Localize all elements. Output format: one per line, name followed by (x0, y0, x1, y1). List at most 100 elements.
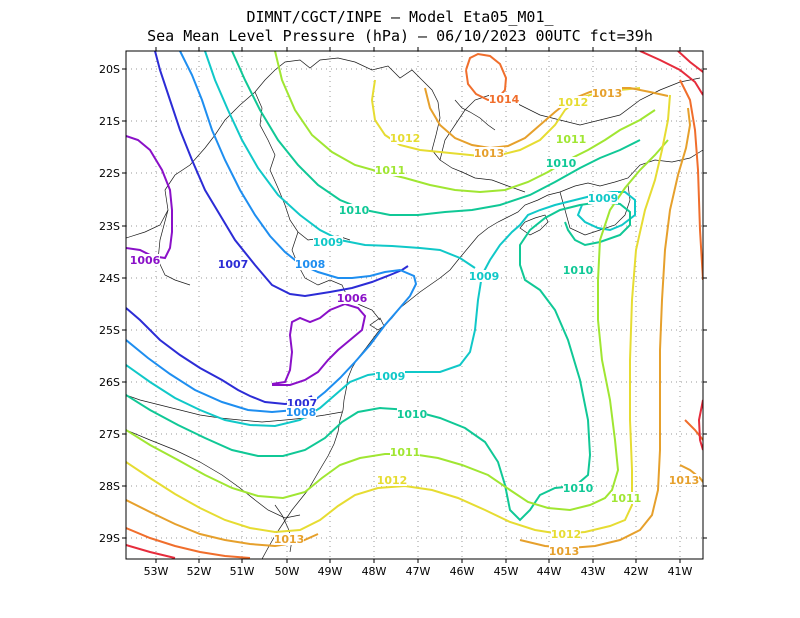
isobar (271, 302, 367, 386)
isobar (126, 200, 631, 522)
contour-label: 1008 (295, 258, 326, 271)
contour-label-bg (339, 204, 369, 216)
isobar (465, 52, 508, 102)
contour-label: 1011 (390, 446, 421, 459)
lon-label: 47W (406, 565, 431, 578)
contour-label: 1013 (669, 474, 700, 487)
contour-label: 1013 (592, 87, 623, 100)
lon-label: 49W (318, 565, 343, 578)
contour-label: 1011 (611, 492, 642, 505)
lon-label: 50W (275, 565, 300, 578)
isobar (126, 94, 671, 536)
contour-label: 1010 (397, 408, 428, 421)
contour-label: 1009 (469, 270, 500, 283)
contour-label-bg (489, 93, 519, 105)
isobar (126, 527, 251, 559)
contour-label-bg (397, 408, 427, 420)
map-title: DIMNT/CGCT/INPE – Model Eta05_M01_ (246, 8, 554, 26)
lat-label: 21S (99, 115, 120, 128)
contour-label-bg (390, 446, 420, 458)
contour-label: 1008 (286, 406, 317, 419)
contour-label-bg (669, 474, 699, 486)
contour-label: 1009 (375, 370, 406, 383)
contour-label-bg (375, 370, 405, 382)
contour-label-bg (474, 147, 504, 159)
contour-label-bg (469, 270, 499, 282)
contour-label-bg (556, 133, 586, 145)
contour-label-bg (375, 164, 405, 176)
lon-label: 53W (144, 565, 169, 578)
coastline (261, 149, 703, 559)
lon-label: 42W (624, 565, 649, 578)
lat-label: 27S (99, 428, 120, 441)
contour-label: 1013 (474, 147, 505, 160)
map-subtitle: Sea Mean Level Pressure (hPa) – 06/10/20… (147, 27, 653, 45)
contour-label-bg (592, 87, 622, 99)
lon-label: 52W (187, 565, 212, 578)
lon-label: 43W (581, 565, 606, 578)
isobar (204, 51, 476, 269)
contour-label: 1011 (375, 164, 406, 177)
state-border (439, 77, 701, 161)
bay (519, 214, 549, 236)
contour-label: 1012 (390, 132, 421, 145)
lat-label: 26S (99, 376, 120, 389)
contour-label: 1014 (489, 93, 520, 106)
contour-label-bg (549, 545, 579, 557)
contour-label-bg (218, 258, 248, 270)
state-border (126, 429, 301, 519)
contour-label: 1009 (588, 192, 619, 205)
contour-label: 1009 (313, 236, 344, 249)
contour-label: 1012 (377, 474, 408, 487)
contour-label-bg (130, 254, 160, 266)
lat-label: 29S (99, 532, 120, 545)
lat-label: 22S (99, 167, 120, 180)
state-border (157, 209, 191, 286)
contour-label: 1010 (563, 264, 594, 277)
contour-label-bg (390, 132, 420, 144)
isobar (126, 544, 176, 559)
isobar (126, 191, 636, 428)
contour-label-bg (551, 528, 581, 540)
contour-label: 1006 (337, 292, 368, 305)
lat-label: 20S (99, 63, 120, 76)
contour-label-bg (286, 406, 316, 418)
lat-label: 24S (99, 272, 120, 285)
contour-label: 1007 (218, 258, 249, 271)
contour-labels: 1006100610071007100810081009100910091009… (130, 87, 700, 558)
isobar (231, 51, 641, 216)
contour-label-bg (313, 236, 343, 248)
lon-label: 48W (362, 565, 387, 578)
lon-label: 41W (668, 565, 693, 578)
axis-ticks (122, 47, 707, 563)
state-border (559, 184, 631, 236)
contour-label: 1010 (546, 157, 577, 170)
contour-label-bg (337, 292, 367, 304)
contour-label: 1010 (339, 204, 370, 217)
isobar (126, 51, 418, 414)
contour-label: 1013 (549, 545, 580, 558)
contour-label-bg (377, 474, 407, 486)
isobar (677, 51, 703, 73)
isobar (126, 139, 669, 512)
lon-label: 45W (494, 565, 519, 578)
reservoir (454, 99, 496, 131)
contour-label: 1006 (130, 254, 161, 267)
contour-label: 1013 (274, 533, 305, 546)
contour-label-bg (295, 258, 325, 270)
isobar (274, 51, 656, 194)
contour-label: 1012 (551, 528, 582, 541)
lon-label: 44W (537, 565, 562, 578)
contour-label: 1010 (563, 482, 594, 495)
axis-labels: 20S 21S 22S 23S 24S 25S 26S 27S 28S 29S 53W 52W 51W 5… (99, 63, 693, 578)
contour-label-bg (563, 264, 593, 276)
contour-label-bg (611, 492, 641, 504)
contour-label-bg (546, 157, 576, 169)
contour-label-bg (274, 533, 304, 545)
isobar (126, 135, 173, 260)
isobar (424, 87, 669, 150)
isobar (154, 51, 409, 298)
isobars (126, 51, 703, 559)
contour-label-bg (563, 482, 593, 494)
lat-label: 28S (99, 480, 120, 493)
